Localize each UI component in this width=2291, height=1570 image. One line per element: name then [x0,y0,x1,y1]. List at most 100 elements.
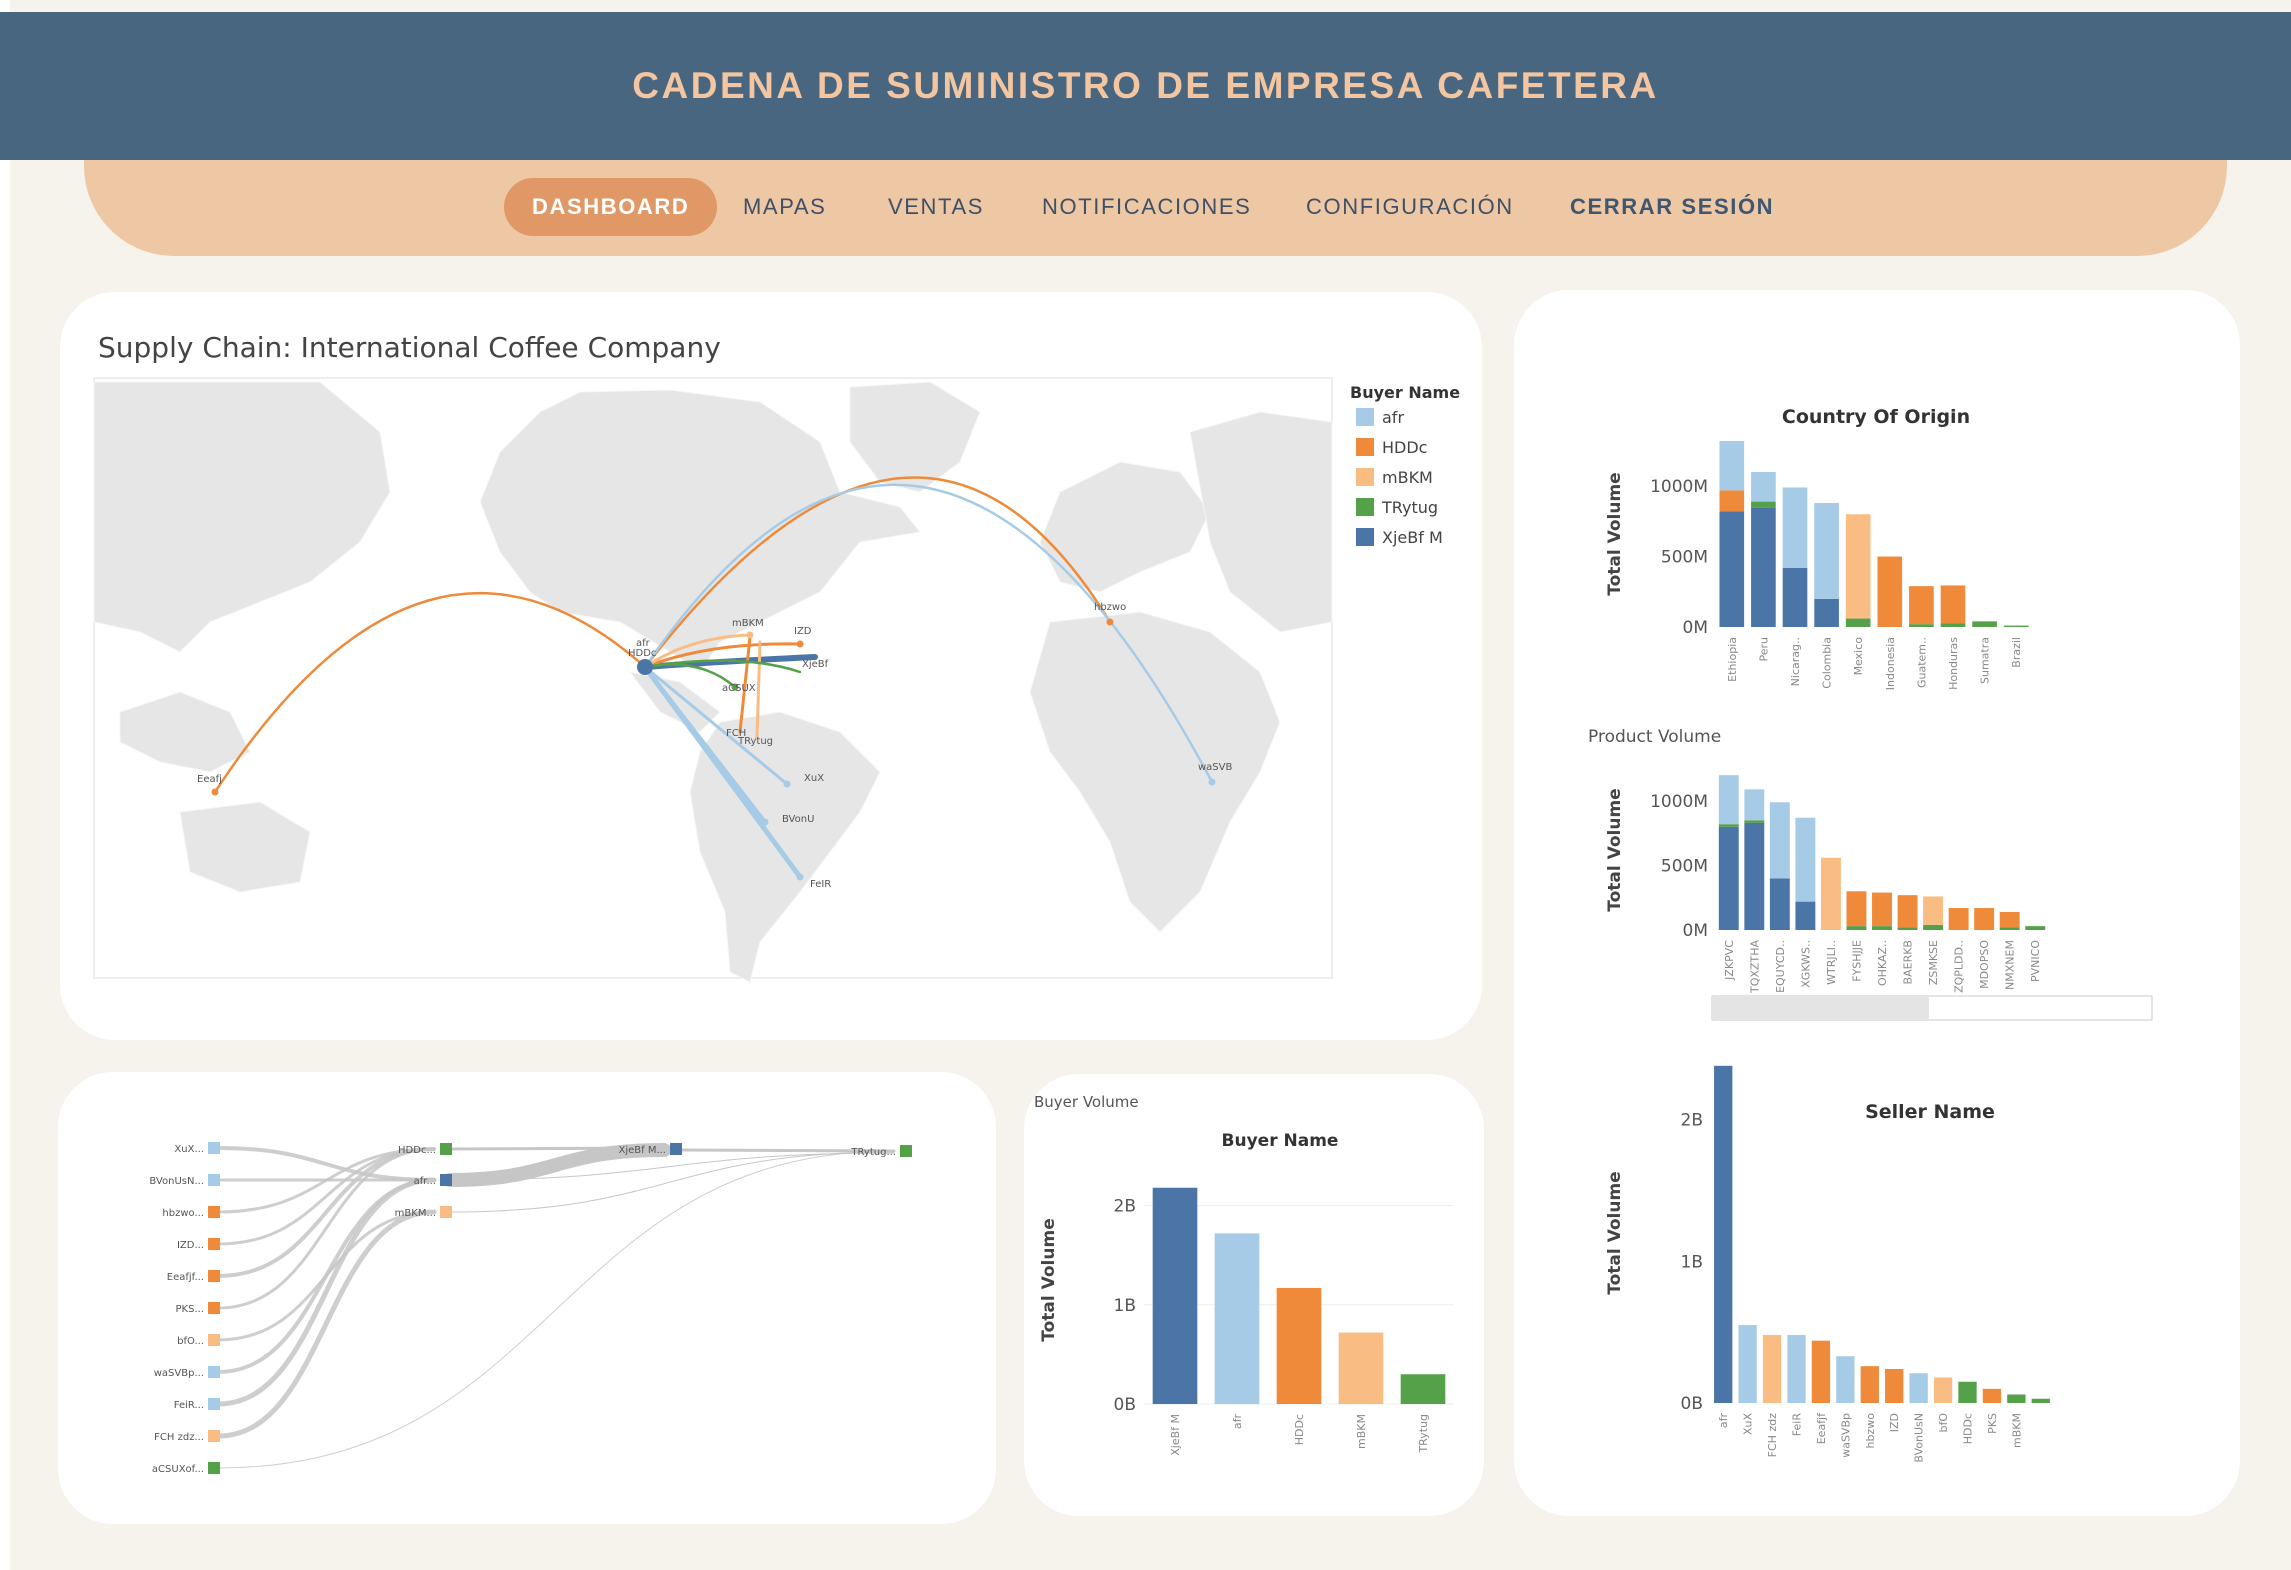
buyer-chart-caption: Buyer Volume [1034,1093,1139,1111]
nav-configuracion[interactable]: CONFIGURACIÓN [1306,194,1514,219]
seller-chart-bar-9 [1933,1377,1953,1403]
country-chart-bar-0-2 [1719,490,1745,512]
product-chart-bar-0-1 [1718,824,1739,827]
country-chart-bar-4-1 [1845,618,1871,627]
seller-chart-bar-4 [1811,1340,1831,1403]
legend-item-mbkm[interactable]: mBKM [1382,468,1433,487]
europe-land [1039,461,1211,593]
buyer-chart-xtick-4: TRytug [1417,1414,1430,1454]
country-chart-xtick-6: Guatem.. [1915,637,1928,688]
sankey-links [215,1143,896,1469]
product-chart-bar-8-3 [1923,896,1944,925]
product-chart-bar-3-0 [1795,901,1816,930]
buyer-chart-xtick-2: HDDc [1293,1414,1306,1445]
label-fch: FCH [726,728,746,739]
route-mbkm [643,633,752,669]
seller-chart-bar-8 [1909,1373,1928,1403]
dot-wasvb [1208,778,1216,786]
product-chart-bar-2-0 [1769,878,1790,930]
country-chart-bar-1-0 [1751,507,1776,627]
product-chart-xtick-5: FYSHJJE [1850,940,1863,982]
sankey-source-node-9 [208,1430,220,1442]
sankey-source-node-5 [208,1302,220,1314]
label-izd: IZD [794,626,812,637]
asia-west-land [93,381,391,653]
sankey-source-node-2 [208,1206,220,1218]
product-chart-scroll-thumb[interactable] [1713,997,1929,1019]
seller-chart-xtick-12: mBKM [2010,1413,2023,1448]
nav-notificaciones[interactable]: NOTIFICACIONES [1042,194,1252,219]
legend-item-trytug[interactable]: TRytug [1381,498,1438,517]
label-trytug: TRytug [737,736,773,747]
label-mbkm: mBKM [732,618,764,629]
product-chart-bar-0-4 [1718,775,1739,825]
buyer-chart-xtick-0: XjeBf M [1169,1414,1182,1456]
dot-mbkm [746,631,754,639]
sankey-source-label-2: hbzwo... [162,1208,204,1219]
legend-swatch-trytug [1356,498,1374,516]
buyer-chart-xtick-1: afr [1231,1414,1244,1430]
product-chart-xtick-7: BAERKB [1902,940,1915,984]
route-trytug [755,640,762,739]
seller-chart-xtick-6: hbzwo [1864,1413,1877,1449]
main-nav: DASHBOARD MAPAS VENTAS NOTIFICACIONES CO… [84,160,2227,256]
sankey-buyer-node-1 [440,1174,452,1186]
legend-item-afr[interactable]: afr [1382,408,1404,427]
label-hub2: HDDc [628,648,656,659]
buyer-chart-bar-1 [1214,1233,1260,1404]
sankey-link-10 [217,1150,895,1469]
sankey-buyer-node-0 [440,1143,452,1155]
nav-mapas[interactable]: MAPAS [743,194,827,219]
product-chart-bar-1-4 [1744,789,1765,821]
sankey-link-afr-xjebf [443,1143,671,1187]
country-chart-xtick-7: Honduras [1947,637,1960,690]
country-chart-xtick-3: Colombia [1821,637,1834,689]
seller-chart-title: Seller Name [1865,1101,1995,1123]
sankey-buyer-label-2: mBKM... [395,1208,436,1219]
nav-dashboard[interactable]: DASHBOARD [504,178,718,236]
nav-cerrar-sesion[interactable]: CERRAR SESIÓN [1570,194,1775,219]
seller-chart-bar-6 [1860,1366,1879,1403]
label-xjebf: XjeBf [802,659,829,670]
hub-dot [637,659,653,675]
country-chart-ytick-1: 500M [1661,548,1708,568]
product-chart-caption: Product Volume [1588,727,1721,747]
seller-chart-bar-13 [2031,1398,2050,1403]
product-chart-xtick-9: ZQPLDD.. [1953,940,1966,993]
route-hbzwo [643,476,1112,669]
right-charts-card: Country Of Origin 0M 500M 1000M Total Volume… [1514,290,2240,1516]
country-chart-xtick-2: Nicarag.. [1789,637,1802,686]
sankey-source-node-1 [208,1174,220,1186]
nav-ventas[interactable]: VENTAS [888,194,984,219]
dot-acsux [731,683,739,691]
product-chart-xtick-3: XGKWS.. [1799,940,1812,988]
product-chart-bar-11-1 [1999,927,2020,930]
country-chart-bar-2-4 [1782,487,1808,568]
sankey-source-node-8 [208,1398,220,1410]
product-chart-bar-4-3 [1820,857,1841,930]
legend-swatch-xjebfm [1356,528,1374,546]
country-chart-bar-2-0 [1782,567,1808,627]
product-chart-xtick-2: EQUYCD.. [1774,940,1787,993]
seller-chart-bar-3 [1787,1335,1806,1403]
product-chart-xtick-10: MDOPSO [1978,940,1991,989]
legend-item-hddc[interactable]: HDDc [1382,438,1427,457]
sankey-source-node-6 [208,1334,220,1346]
buyer-chart-ylabel: Total Volume [1039,1218,1059,1341]
seller-chart-xtick-9: bfO [1937,1413,1950,1433]
dot-hbzwo [1106,618,1114,626]
map-svg: Supply Chain: International Coffee Compa… [93,331,1460,983]
country-chart-xtick-8: Sumatra [1979,637,1992,684]
sankey-source-label-7: waSVBp... [154,1368,204,1379]
country-chart-xtick-0: Ethiopia [1726,637,1739,682]
seller-chart-xtick-0: afr [1717,1413,1730,1429]
dot-xux [783,780,791,788]
country-chart-bar-8-1 [1972,621,1997,627]
product-chart-ylabel: Total Volume [1605,788,1625,911]
sankey-source-label-5: PKS... [176,1304,204,1315]
product-chart-xtick-12: PVNICO [2029,940,2042,982]
sankey-source-label-3: IZD... [177,1240,204,1251]
route-lines [213,476,1214,880]
legend-item-xjebfm[interactable]: XjeBf M [1382,528,1443,547]
indonesia-land [119,691,251,773]
